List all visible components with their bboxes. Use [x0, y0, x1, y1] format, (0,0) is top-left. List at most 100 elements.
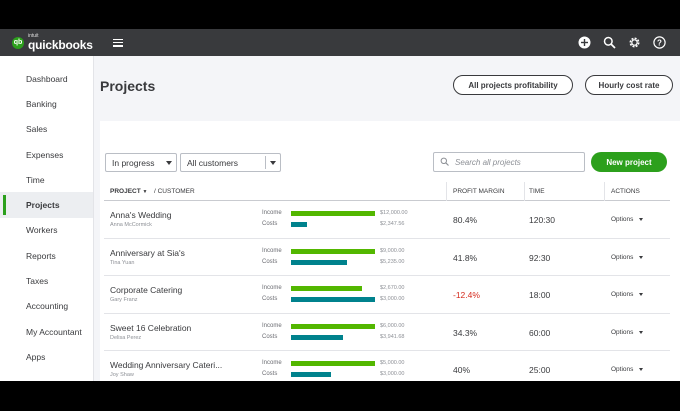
chevron-down-icon	[639, 218, 644, 221]
options-dropdown[interactable]: Options	[611, 328, 644, 336]
sidebar-item-my-accountant[interactable]: My Accountant	[26, 326, 82, 337]
table-row[interactable]: Anniversary at Sia's Tina Yuan Income Co…	[104, 239, 670, 276]
time-value: 25:00	[529, 365, 551, 375]
chevron-down-icon	[639, 330, 644, 334]
time-value: 60:00	[529, 327, 551, 338]
profit-margin-column-header[interactable]: PROFIT MARGIN	[453, 188, 505, 195]
projects-table: PROJECT ▼ / CUSTOMER PROFIT MARGIN TIME …	[104, 182, 670, 381]
options-dropdown[interactable]: Options	[611, 216, 644, 223]
sidebar-item-taxes[interactable]: Taxes	[26, 276, 49, 287]
income-bar	[291, 248, 375, 254]
search-input[interactable]: Search all projects	[433, 152, 585, 172]
profit-margin-value: -12.4%	[453, 290, 480, 300]
project-name[interactable]: Anniversary at Sia's	[110, 247, 185, 258]
costs-bar	[291, 222, 307, 227]
search-icon[interactable]	[602, 36, 616, 50]
income-label: Income	[262, 285, 282, 291]
sidebar-item-apps[interactable]: Apps	[26, 351, 46, 362]
income-amount: $2,670.00	[380, 285, 405, 291]
time-value: 18:00	[529, 290, 551, 300]
costs-amount: $3,000.00	[380, 371, 405, 377]
project-name[interactable]: Sweet 16 Celebration	[110, 322, 192, 333]
sidebar-item-workers[interactable]: Workers	[26, 225, 58, 236]
options-dropdown[interactable]: Options	[611, 291, 644, 298]
table-row[interactable]: Wedding Anniversary Cateri... Joy Shaw I…	[104, 351, 670, 381]
search-icon	[440, 157, 449, 168]
costs-label: Costs	[262, 258, 278, 265]
hourly-cost-rate-button[interactable]: Hourly cost rate	[585, 75, 673, 95]
actions-column-header: ACTIONS	[611, 188, 640, 195]
chevron-down-icon	[639, 368, 644, 371]
top-bar: qb intuit quickbooks ?	[0, 29, 680, 56]
chevron-down-icon	[270, 161, 276, 165]
sidebar: Dashboard Banking Sales Expenses Time Project…	[0, 56, 94, 381]
costs-bar	[291, 259, 347, 265]
new-project-button[interactable]: New project	[591, 152, 667, 172]
customer-name: Gary Franz	[110, 297, 138, 303]
customer-name: Joy Shaw	[110, 372, 134, 378]
gear-icon[interactable]	[627, 36, 641, 50]
options-label: Options	[611, 328, 634, 336]
project-column-header[interactable]: PROJECT ▼	[110, 188, 148, 195]
project-name[interactable]: Corporate Catering	[110, 285, 183, 295]
income-amount: $6,000.00	[380, 322, 405, 329]
income-label: Income	[262, 210, 282, 216]
profit-margin-value: 41.8%	[453, 252, 478, 263]
table-row[interactable]: Anna's Wedding Anna McCormick Income Cos…	[104, 201, 670, 239]
sidebar-item-time[interactable]: Time	[26, 174, 45, 185]
project-name[interactable]: Wedding Anniversary Cateri...	[110, 360, 223, 370]
plus-icon[interactable]	[577, 36, 591, 50]
profit-margin-value: 80.4%	[453, 215, 478, 225]
status-filter-value: In progress	[112, 157, 155, 168]
quickbooks-logo[interactable]: qb intuit quickbooks	[12, 34, 93, 51]
all-projects-profitability-button[interactable]: All projects profitability	[453, 75, 573, 95]
time-value: 92:30	[529, 252, 551, 263]
table-row[interactable]: Sweet 16 Celebration Delisa Perez Income…	[104, 314, 670, 351]
logo-intuit-text: intuit	[28, 33, 39, 39]
income-amount: $12,000.00	[380, 210, 408, 216]
costs-label: Costs	[262, 333, 278, 340]
sidebar-item-banking[interactable]: Banking	[26, 98, 57, 109]
search-placeholder: Search all projects	[455, 157, 521, 167]
income-label: Income	[262, 360, 282, 366]
sidebar-item-sales[interactable]: Sales	[26, 124, 48, 135]
projects-card: In progress All customers Search all pro…	[100, 121, 680, 381]
time-value: 120:30	[529, 215, 555, 225]
customer-column-header[interactable]: / CUSTOMER	[154, 188, 195, 195]
income-bar	[291, 211, 375, 216]
app-window: qb intuit quickbooks ? Dashboard Banking S…	[0, 29, 680, 381]
costs-label: Costs	[262, 221, 278, 227]
income-bar	[291, 361, 375, 366]
time-column-header[interactable]: TIME	[529, 188, 545, 195]
sidebar-item-accounting[interactable]: Accounting	[26, 301, 69, 312]
income-amount: $9,000.00	[380, 247, 405, 254]
status-filter-select[interactable]: In progress	[105, 153, 177, 172]
table-row[interactable]: Corporate Catering Gary Franz Income Cos…	[104, 276, 670, 314]
chevron-down-icon	[166, 161, 172, 165]
customer-filter-value: All customers	[187, 157, 239, 168]
help-icon[interactable]: ?	[652, 36, 666, 50]
costs-label: Costs	[262, 296, 278, 302]
sidebar-item-expenses[interactable]: Expenses	[26, 149, 64, 160]
menu-toggle-icon[interactable]	[112, 38, 123, 47]
costs-bar	[291, 297, 375, 302]
customer-filter-select[interactable]: All customers	[180, 153, 281, 172]
income-label: Income	[262, 247, 282, 254]
options-dropdown[interactable]: Options	[611, 253, 644, 261]
sidebar-item-projects[interactable]: Projects	[0, 192, 93, 218]
sidebar-item-reports[interactable]: Reports	[26, 250, 56, 261]
options-label: Options	[611, 291, 634, 298]
main-content: Projects All projects profitability Hour…	[100, 56, 680, 381]
income-label: Income	[262, 322, 282, 329]
options-label: Options	[611, 216, 634, 223]
costs-amount: $5,235.00	[380, 258, 405, 265]
options-dropdown[interactable]: Options	[611, 366, 644, 373]
sidebar-item-dashboard[interactable]: Dashboard	[26, 73, 68, 84]
options-label: Options	[611, 253, 634, 261]
options-label: Options	[611, 366, 634, 373]
costs-bar	[291, 372, 331, 377]
income-bar	[291, 323, 375, 329]
svg-text:?: ?	[657, 38, 662, 47]
project-name[interactable]: Anna's Wedding	[110, 210, 172, 220]
chevron-down-icon	[639, 255, 644, 259]
